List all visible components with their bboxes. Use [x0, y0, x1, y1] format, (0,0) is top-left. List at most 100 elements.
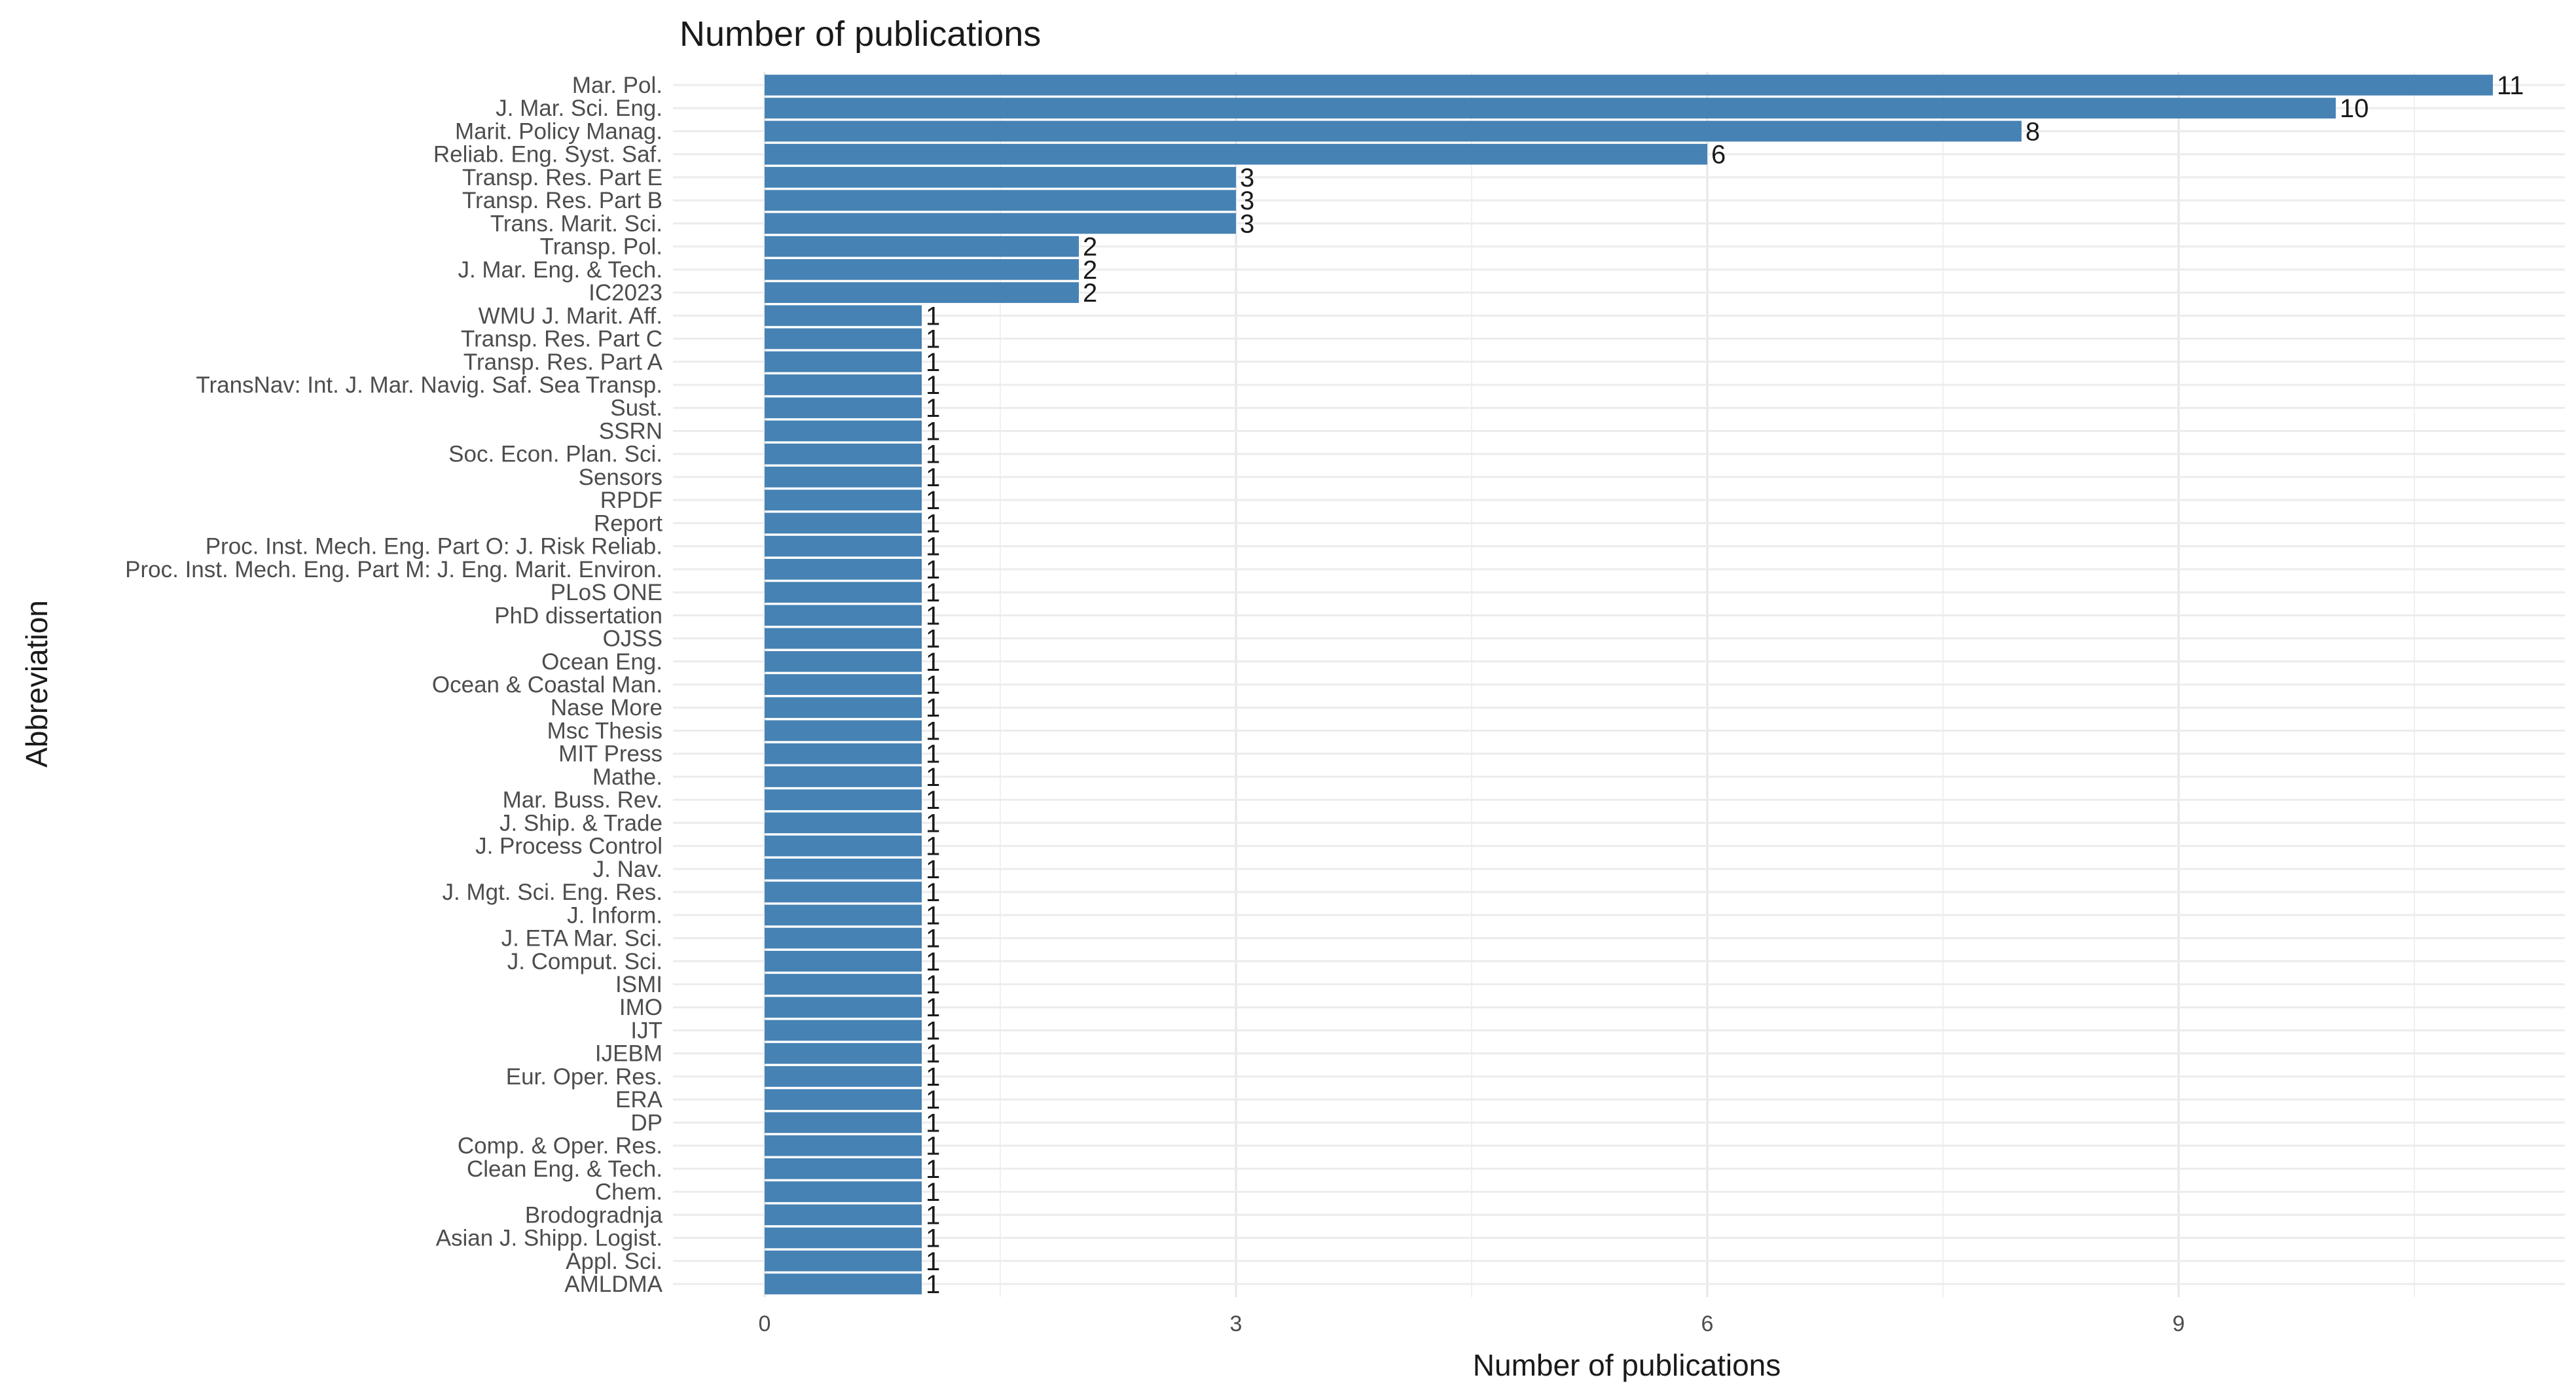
category-label: IJEBM: [595, 1041, 662, 1067]
bar: [765, 535, 922, 557]
category-label: IMO: [619, 995, 662, 1020]
bar: [765, 143, 1707, 165]
bar: [765, 443, 922, 465]
category-label: SSRN: [599, 418, 662, 444]
value-label: 1: [926, 694, 940, 722]
value-label: 8: [2025, 117, 2040, 146]
bar: [765, 1089, 922, 1111]
category-label: Marit. Policy Manag.: [455, 118, 662, 144]
bar: [765, 258, 1079, 280]
value-label: 1: [926, 556, 940, 584]
value-label: 1: [926, 440, 940, 469]
value-label: 2: [1083, 256, 1097, 285]
bar: [765, 950, 922, 972]
bar: [765, 558, 922, 580]
value-label: 1: [926, 855, 940, 884]
value-label: 2: [1083, 233, 1097, 262]
category-label: Nase More: [551, 695, 662, 721]
bar: [765, 882, 922, 902]
bar: [765, 605, 922, 626]
value-label: 1: [926, 1109, 940, 1137]
value-label: 1: [926, 763, 940, 792]
category-label: Mathe.: [592, 764, 662, 790]
bar: [765, 628, 922, 649]
category-label: Ocean & Coastal Man.: [432, 672, 662, 698]
category-label: IC2023: [589, 280, 662, 306]
value-label: 1: [926, 302, 940, 330]
value-label: 1: [926, 325, 940, 354]
value-label: 1: [926, 1063, 940, 1092]
value-label: 1: [926, 1201, 940, 1230]
bar: [765, 374, 922, 395]
category-label: Clean Eng. & Tech.: [467, 1156, 662, 1182]
category-label: Comp. & Oper. Res.: [458, 1133, 662, 1159]
value-label: 1: [926, 878, 940, 907]
category-label: Transp. Pol.: [540, 234, 662, 260]
category-label: Sensors: [579, 465, 662, 490]
category-label: Soc. Econ. Plan. Sci.: [448, 442, 662, 467]
bar: [765, 490, 922, 511]
category-label: AMLDMA: [564, 1272, 662, 1297]
bar: [765, 1066, 922, 1087]
bar: [765, 697, 922, 719]
value-label: 1: [926, 717, 940, 745]
value-label: 1: [926, 925, 940, 953]
bar: [765, 282, 1079, 303]
value-label: 1: [926, 971, 940, 999]
bar: [765, 904, 922, 926]
value-label: 2: [1083, 279, 1097, 308]
category-label: Report: [594, 510, 662, 536]
bar: [765, 1250, 922, 1272]
value-label: 1: [926, 993, 940, 1022]
bar: [765, 98, 2336, 119]
x-tick-labels: 0 3 6 9: [759, 1311, 2185, 1336]
category-label: IJT: [630, 1018, 662, 1043]
bar: [765, 1274, 922, 1294]
value-label: 1: [926, 625, 940, 654]
bar: [765, 835, 922, 857]
category-label: Mar. Buss. Rev.: [503, 787, 662, 813]
bar: [765, 1181, 922, 1202]
category-label: PhD dissertation: [494, 603, 662, 628]
category-label: Proc. Inst. Mech. Eng. Part M: J. Eng. M…: [125, 557, 662, 582]
category-label: Proc. Inst. Mech. Eng. Part O: J. Risk R…: [206, 534, 662, 560]
value-label: 1: [926, 809, 940, 838]
category-label: Sust.: [610, 395, 662, 421]
x-tick-label: 6: [1701, 1311, 1714, 1336]
bar: [765, 1227, 922, 1249]
value-label: 3: [1240, 187, 1254, 215]
bar: [765, 328, 922, 349]
value-label: 1: [926, 417, 940, 446]
bar: [765, 1042, 922, 1064]
value-label: 1: [926, 1040, 940, 1069]
value-label: 11: [2497, 71, 2524, 100]
category-label: Reliab. Eng. Syst. Saf.: [433, 142, 662, 168]
x-tick-label: 0: [759, 1311, 771, 1336]
bar: [765, 858, 922, 880]
category-label: J. Process Control: [475, 834, 662, 859]
value-labels: 1110863332221111111111111111111111111111…: [926, 71, 2524, 1299]
category-label: ISMI: [615, 972, 662, 997]
bar: [765, 213, 1236, 234]
value-label: 1: [926, 1132, 940, 1161]
category-label: Trans. Marit. Sci.: [490, 211, 662, 236]
value-label: 1: [926, 1247, 940, 1276]
y-axis-title: Abbreviation: [20, 600, 54, 768]
x-axis-title: Number of publications: [1473, 1348, 1781, 1382]
category-label: J. Nav.: [593, 857, 662, 882]
chart-title: Number of publications: [680, 14, 1041, 54]
bar: [765, 190, 1236, 211]
category-label: Transp. Res. Part E: [462, 165, 662, 190]
category-label: TransNav: Int. J. Mar. Navig. Saf. Sea T…: [196, 372, 662, 398]
bar: [765, 766, 922, 787]
category-label: WMU J. Marit. Aff.: [479, 303, 662, 329]
category-label: J. Mgt. Sci. Eng. Res.: [443, 880, 663, 905]
value-label: 1: [926, 901, 940, 930]
value-label: 1: [926, 371, 940, 400]
bars: [765, 75, 2493, 1294]
category-label: Eur. Oper. Res.: [506, 1064, 662, 1090]
value-label: 1: [926, 786, 940, 815]
category-label: J. Inform.: [567, 902, 662, 928]
category-label: DP: [630, 1110, 662, 1135]
bar: [765, 1112, 922, 1133]
